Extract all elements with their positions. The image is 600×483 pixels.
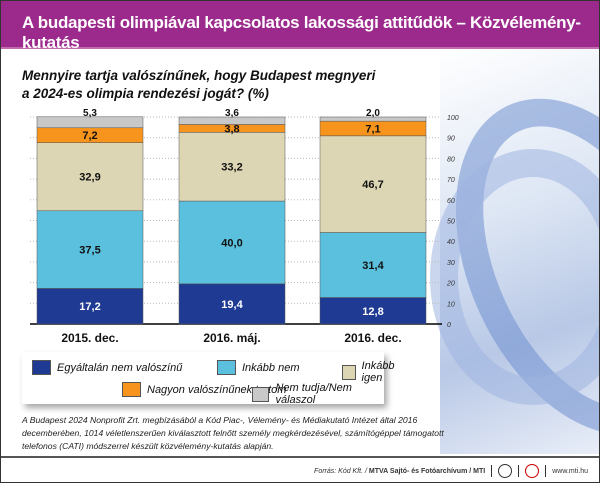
y-tick-label: 0 (447, 322, 451, 329)
data-label: 33,2 (221, 162, 242, 174)
legend-item: Inkább igen (342, 360, 400, 384)
bar-segment (36, 116, 144, 129)
bar-segment (319, 116, 427, 122)
category-label: 2015. dec. (61, 331, 118, 345)
legend-label: Nem tudja/Nem válaszol (275, 382, 352, 406)
y-tick-label: 20 (446, 281, 455, 288)
legend-label: Inkább igen (361, 360, 395, 384)
data-label: 32,9 (79, 172, 100, 184)
y-tick-label: 40 (447, 239, 455, 246)
y-tick-label: 80 (447, 156, 455, 163)
data-label: 12,8 (362, 306, 383, 318)
data-label: 7,1 (365, 123, 380, 135)
legend-item: Inkább nem (217, 360, 299, 375)
bar-segment (319, 297, 427, 325)
data-label: 2,0 (366, 108, 380, 119)
question-line-2: a 2024-es olimpia rendezési jogát? (%) (22, 86, 269, 101)
chart-question: Mennyire tartja valószínűnek, hogy Budap… (22, 67, 375, 103)
legend-item: Nem tudja/Nem válaszol (252, 382, 384, 406)
data-label: 31,4 (362, 260, 384, 272)
legend-item: Egyáltalán nem valószínű (32, 360, 182, 375)
data-label: 3,6 (225, 108, 239, 119)
y-tick-label: 30 (447, 260, 455, 267)
stacked-bar-chart: 0 10 20 30 40 50 60 70 80 90 100 17,2 37,5 32,9 7,2 5,3… (30, 108, 459, 345)
legend-swatch (122, 382, 141, 397)
source-prefix: Forrás: Kód Kft. / (314, 467, 369, 475)
bar-segment (319, 135, 427, 233)
data-label: 5,3 (83, 108, 97, 119)
footer-divider (0, 456, 600, 458)
bar-segment (36, 142, 144, 212)
mti-logo-icon (525, 464, 540, 478)
website-link[interactable]: www.mti.hu (552, 467, 588, 475)
divider (491, 465, 493, 477)
category-label: 2016. máj. (203, 331, 260, 345)
legend-label: Nagyon valószínűnek tartom (147, 383, 287, 396)
legend-swatch (32, 360, 51, 375)
bar-segment (178, 200, 286, 285)
page-title: A budapesti olimpiával kapcsolatos lakos… (22, 13, 581, 52)
source-line: Forrás: Kód Kft. / MTVA Sajtó- és Fotóar… (314, 464, 588, 478)
y-tick-label: 90 (447, 136, 455, 143)
legend-swatch (252, 386, 270, 402)
mtva-logo-icon (498, 464, 513, 478)
y-tick-label: 50 (447, 219, 455, 226)
data-label: 40,0 (221, 237, 242, 249)
y-tick-label: 10 (447, 301, 455, 308)
bar-segment (36, 210, 144, 289)
decorative-illustration (405, 49, 600, 477)
divider (518, 465, 520, 477)
divider (545, 465, 547, 477)
legend: Egyáltalán nem valószínű Inkább nem Inkább… (22, 352, 395, 406)
y-tick-label: 70 (447, 177, 455, 184)
legend-label: Inkább nem (242, 361, 300, 374)
bar-segment (36, 288, 144, 325)
data-label: 3,8 (224, 123, 239, 135)
legend-item: Nagyon valószínűnek tartom (122, 382, 286, 397)
question-line-1: Mennyire tartja valószínűnek, hogy Budap… (22, 68, 376, 83)
data-label: 37,5 (79, 245, 100, 257)
data-label: 7,2 (82, 130, 97, 142)
category-label: 2016. dec. (344, 331, 401, 345)
legend-swatch (342, 364, 356, 380)
source-agency: MTVA Sajtó- és Fotóarchívum / MTI (368, 467, 486, 475)
bar-segment (319, 232, 427, 298)
legend-label: Egyáltalán nem valószínű (57, 361, 183, 374)
bar-segment (178, 116, 286, 125)
title-bar: A budapesti olimpiával kapcsolatos lakos… (0, 0, 600, 52)
data-label: 19,4 (221, 299, 243, 311)
data-label: 17,2 (79, 301, 100, 313)
bar-segment (178, 132, 286, 202)
data-label: 46,7 (362, 179, 383, 191)
y-tick-label: 100 (447, 115, 459, 122)
methodology-note: A Budapest 2024 Nonprofit Zrt. megbízásá… (22, 415, 444, 451)
legend-swatch (217, 360, 236, 375)
y-tick-label: 60 (447, 198, 455, 205)
